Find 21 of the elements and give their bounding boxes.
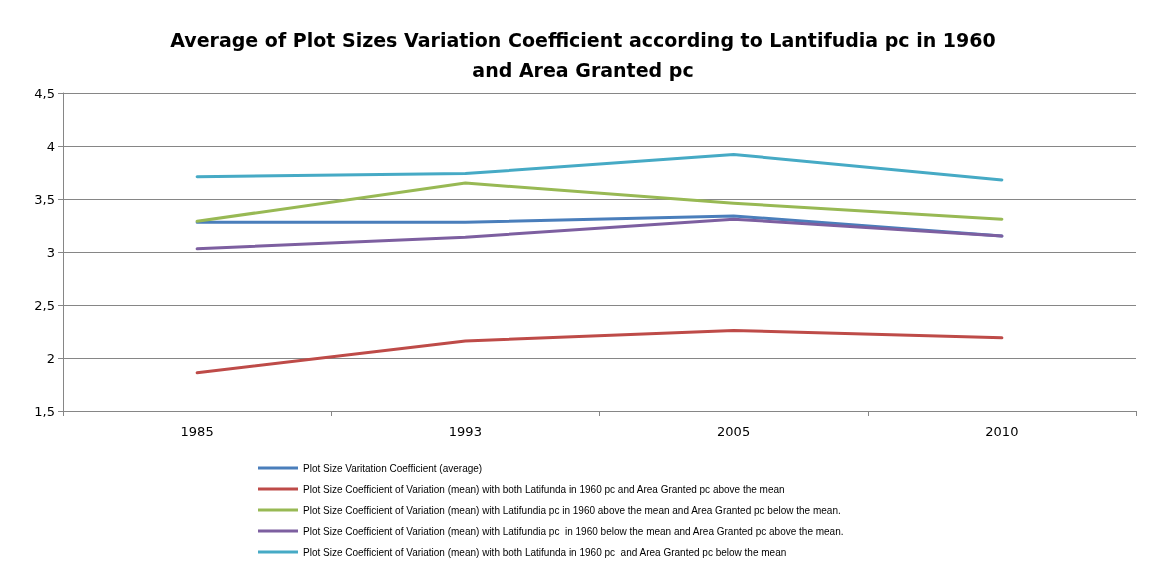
line-series (195, 328, 1004, 375)
line-series (195, 152, 1004, 182)
y-tick-label: 2,5 (34, 297, 55, 313)
line-series (195, 217, 1004, 251)
legend-label: Plot Size Coefficient of Variation (mean) with both Latifunda in 1960 pc and Area Granted pc above the mean (303, 483, 785, 495)
legend-label: Plot Size Coefficient of Variation (mean) with both Latifunda in 1960 pc and Area Granted pc below the mean (303, 546, 787, 558)
x-tick-label: 1985 (180, 424, 214, 439)
y-tick-label: 1,5 (34, 403, 55, 419)
y-tick-label: 3 (46, 244, 55, 260)
y-tick-label: 3,5 (34, 191, 55, 207)
x-tick-label: 1993 (448, 424, 482, 439)
y-tick-label: 4,5 (34, 85, 55, 101)
x-tick-label: 2005 (717, 424, 751, 439)
y-tick-label: 2 (46, 350, 55, 366)
chart-title: Average of Plot Sizes Variation Coefficient according to Lantifudia pc in 1960 and Area Granted pc (170, 29, 996, 81)
line-series (195, 181, 1004, 223)
x-tick-label: 2010 (985, 424, 1019, 439)
legend-label: Plot Size Varitation Coefficient (average) (303, 462, 483, 474)
legend-label: Plot Size Coefficient of Variation (mean) with Latifundia pc in 1960 above the mean and Area Granted pc below the mean. (303, 504, 841, 516)
legend-label: Plot Size Coefficient of Variation (mean) with Latifundia pc in 1960 below the mean and Area Granted pc above the mean. (303, 525, 844, 537)
y-tick-label: 4 (46, 138, 55, 154)
